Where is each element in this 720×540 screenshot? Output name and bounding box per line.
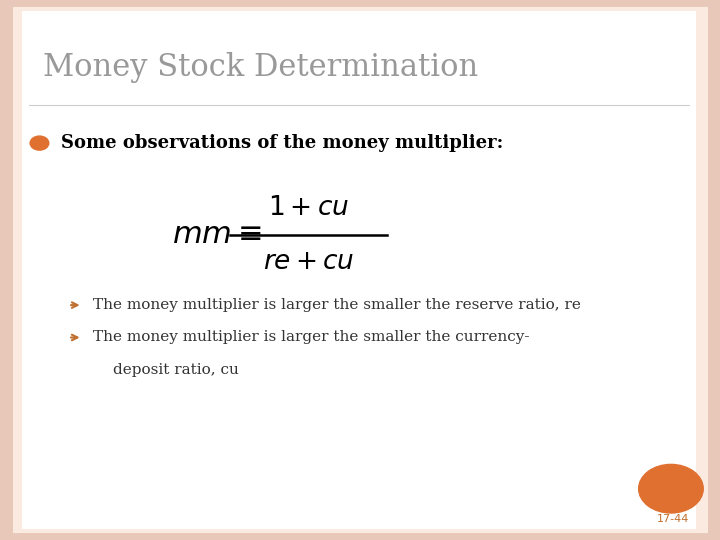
Text: The money multiplier is larger the smaller the reserve ratio, re: The money multiplier is larger the small… — [94, 298, 581, 312]
Circle shape — [30, 136, 49, 150]
FancyBboxPatch shape — [22, 11, 696, 529]
Text: The money multiplier is larger the smaller the currency-: The money multiplier is larger the small… — [94, 330, 530, 345]
Text: deposit ratio, cu: deposit ratio, cu — [113, 363, 239, 377]
Circle shape — [639, 464, 703, 513]
Text: Some observations of the money multiplier:: Some observations of the money multiplie… — [61, 134, 503, 152]
Text: $mm \equiv$: $mm \equiv$ — [172, 220, 262, 249]
Text: $re + cu$: $re + cu$ — [263, 249, 354, 275]
Text: $1 + cu$: $1 + cu$ — [268, 195, 349, 221]
Text: 17-44: 17-44 — [657, 515, 689, 524]
Text: Money Stock Determination: Money Stock Determination — [43, 52, 478, 83]
